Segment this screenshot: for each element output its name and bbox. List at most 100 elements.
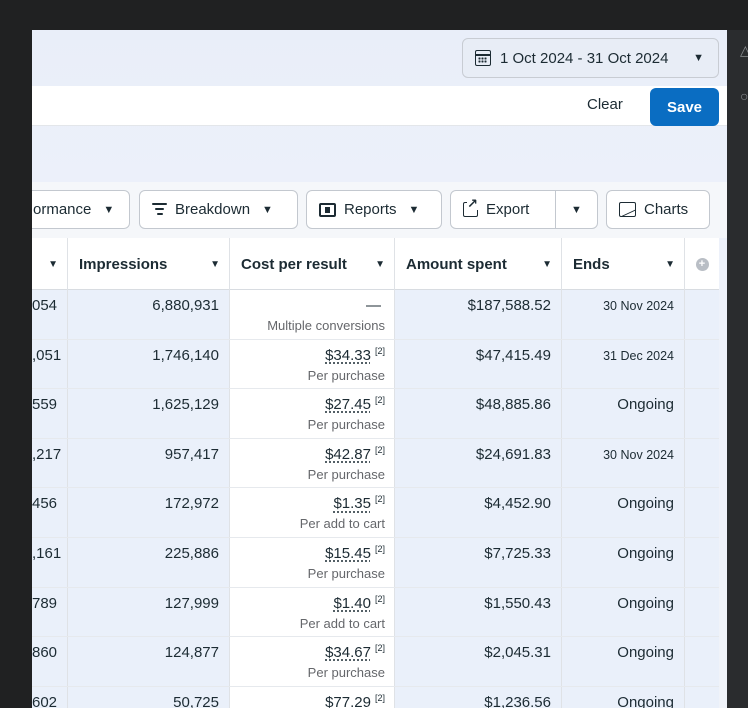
- cost-per-result-value[interactable]: $77.29: [325, 693, 371, 708]
- export-icon: [463, 197, 478, 217]
- partial-metric-cell: ,161: [32, 537, 68, 587]
- partial-metric-cell: 559: [32, 389, 68, 438]
- table-row[interactable]: 789 127,999 $1.40 [2] Per add to cart $1,…: [32, 587, 719, 638]
- partial-metric-cell: ,217: [32, 438, 68, 488]
- chevron-down-icon[interactable]: ▼: [375, 258, 385, 270]
- chevron-down-icon[interactable]: ▼: [48, 258, 58, 270]
- amount-spent-cell: $4,452.90: [395, 488, 562, 537]
- ends-value: Ongoing: [617, 644, 674, 662]
- footnote-marker[interactable]: [2]: [374, 692, 385, 703]
- footnote-marker[interactable]: [2]: [374, 543, 385, 554]
- chevron-down-icon[interactable]: ▼: [210, 258, 220, 270]
- chevron-down-icon: ▼: [571, 203, 582, 216]
- cost-per-result-cell: $42.87 [2] Per purchase: [230, 438, 395, 488]
- cost-per-result-type: Per add to cart: [299, 516, 385, 532]
- footnote-marker[interactable]: [2]: [374, 643, 385, 654]
- cost-per-result-cell: $34.67 [2] Per purchase: [230, 637, 395, 686]
- cost-per-result-value[interactable]: $15.45: [325, 544, 371, 562]
- cost-per-result-value[interactable]: $27.45: [325, 396, 371, 414]
- column-header-impressions[interactable]: Impressions ▼: [68, 238, 230, 290]
- column-header-amount-spent[interactable]: Amount spent ▼: [395, 238, 562, 290]
- footnote-marker[interactable]: [2]: [374, 345, 385, 356]
- breakdown-dropdown[interactable]: Breakdown ▼: [139, 190, 298, 229]
- impressions-cell: 124,877: [68, 637, 230, 686]
- partial-metric-cell: ,051: [32, 339, 68, 389]
- footnote-marker[interactable]: [2]: [374, 395, 385, 406]
- cost-per-result-value-wrap: $34.33 [2]: [230, 346, 385, 364]
- cost-per-result-value-wrap: $34.67 [2]: [230, 643, 385, 661]
- partial-metric-cell: 054: [32, 290, 68, 339]
- ends-cell: Ongoing: [562, 637, 685, 686]
- amount-spent-cell: $48,885.86: [395, 389, 562, 438]
- partial-metric-value: 456: [32, 495, 58, 513]
- ends-value: Ongoing: [617, 495, 674, 513]
- impressions-cell: 172,972: [68, 488, 230, 537]
- cost-per-result-value[interactable]: $42.87: [325, 445, 371, 463]
- table-row[interactable]: 456 172,972 $1.35 [2] Per add to cart $4,…: [32, 488, 719, 538]
- chevron-down-icon[interactable]: ▼: [665, 258, 675, 270]
- cost-per-result-type: Per purchase: [307, 466, 385, 482]
- add-column-button[interactable]: +: [685, 238, 719, 290]
- performance-dropdown[interactable]: ormance ▼: [32, 190, 130, 229]
- table-row[interactable]: ,051 1,746,140 $34.33 [2] Per purchase $4…: [32, 339, 719, 390]
- impressions-cell: 6,880,931: [68, 290, 230, 339]
- date-range-picker[interactable]: 1 Oct 2024 - 31 Oct 2024 ▼: [462, 38, 719, 78]
- chevron-down-icon: ▼: [103, 203, 115, 216]
- cost-per-result-value-wrap: —: [230, 296, 385, 314]
- impressions-cell: 1,746,140: [68, 339, 230, 389]
- table-row[interactable]: 602 50,725 $77.29 [2] $1,236.56 Ongoing: [32, 686, 719, 708]
- breakdown-icon: [152, 202, 167, 217]
- table-row[interactable]: 860 124,877 $34.67 [2] Per purchase $2,04…: [32, 637, 719, 687]
- chevron-down-icon[interactable]: ▼: [542, 258, 552, 270]
- partial-metric-value: ,161: [32, 544, 62, 562]
- footnote-marker[interactable]: [2]: [374, 593, 385, 604]
- partial-metric-value: 860: [32, 644, 58, 662]
- impressions-value: 957,417: [164, 445, 219, 463]
- cost-per-result-type: Per add to cart: [299, 615, 385, 631]
- impressions-value: 127,999: [164, 594, 219, 612]
- table-row[interactable]: 559 1,625,129 $27.45 [2] Per purchase $48…: [32, 389, 719, 439]
- reports-icon: [319, 202, 336, 217]
- column-header-ends[interactable]: Ends ▼: [562, 238, 685, 290]
- column-header-cost-per-result[interactable]: Cost per result ▼: [230, 238, 395, 290]
- footnote-marker[interactable]: [2]: [374, 494, 385, 505]
- edge-icon: ○: [740, 88, 748, 104]
- ends-cell: 31 Dec 2024: [562, 339, 685, 389]
- cost-per-result-value-wrap: $42.87 [2]: [230, 445, 385, 463]
- reports-dropdown[interactable]: Reports ▼: [306, 190, 442, 229]
- cost-per-result-value[interactable]: $1.35: [333, 495, 371, 513]
- table-row[interactable]: 054 6,880,931 — Multiple conversions $18…: [32, 290, 719, 340]
- charts-button[interactable]: Charts: [606, 190, 710, 229]
- breakdown-label: Breakdown: [175, 201, 251, 218]
- edge-icon: △: [740, 42, 748, 58]
- amount-spent-value: $2,045.31: [484, 644, 551, 662]
- amount-spent-cell: $7,725.33: [395, 537, 562, 587]
- chevron-down-icon: ▼: [262, 203, 273, 216]
- partial-metric-value: 559: [32, 396, 58, 414]
- cost-per-result-cell: $1.35 [2] Per add to cart: [230, 488, 395, 537]
- chevron-down-icon: ▼: [693, 52, 704, 64]
- impressions-cell: 50,725: [68, 686, 230, 708]
- footnote-marker[interactable]: [2]: [374, 444, 385, 455]
- save-button[interactable]: Save: [650, 88, 719, 126]
- export-options-dropdown[interactable]: ▼: [555, 190, 598, 229]
- table-row[interactable]: ,217 957,417 $42.87 [2] Per purchase $24,…: [32, 438, 719, 489]
- amount-spent-cell: $1,550.43: [395, 587, 562, 637]
- ends-value: 30 Nov 2024: [603, 299, 674, 313]
- table-header: ▼ Impressions ▼ Cost per result ▼ Amount…: [32, 238, 719, 290]
- cost-per-result-value[interactable]: $34.67: [325, 644, 371, 662]
- cost-per-result-value[interactable]: $1.40: [333, 594, 371, 612]
- cost-per-result-value[interactable]: $34.33: [325, 346, 371, 364]
- ends-value: Ongoing: [617, 544, 674, 562]
- table-row[interactable]: ,161 225,886 $15.45 [2] Per purchase $7,7…: [32, 537, 719, 588]
- impressions-value: 6,880,931: [152, 297, 219, 314]
- cost-per-result-cell: $27.45 [2] Per purchase: [230, 389, 395, 438]
- ends-cell: Ongoing: [562, 389, 685, 438]
- clear-button[interactable]: Clear: [587, 96, 623, 113]
- column-header-label: Ends: [573, 255, 610, 273]
- column-header-partial[interactable]: ▼: [32, 238, 68, 290]
- export-button[interactable]: Export: [450, 190, 556, 229]
- ends-cell: Ongoing: [562, 537, 685, 587]
- amount-spent-value: $4,452.90: [484, 495, 551, 513]
- impressions-cell: 957,417: [68, 438, 230, 488]
